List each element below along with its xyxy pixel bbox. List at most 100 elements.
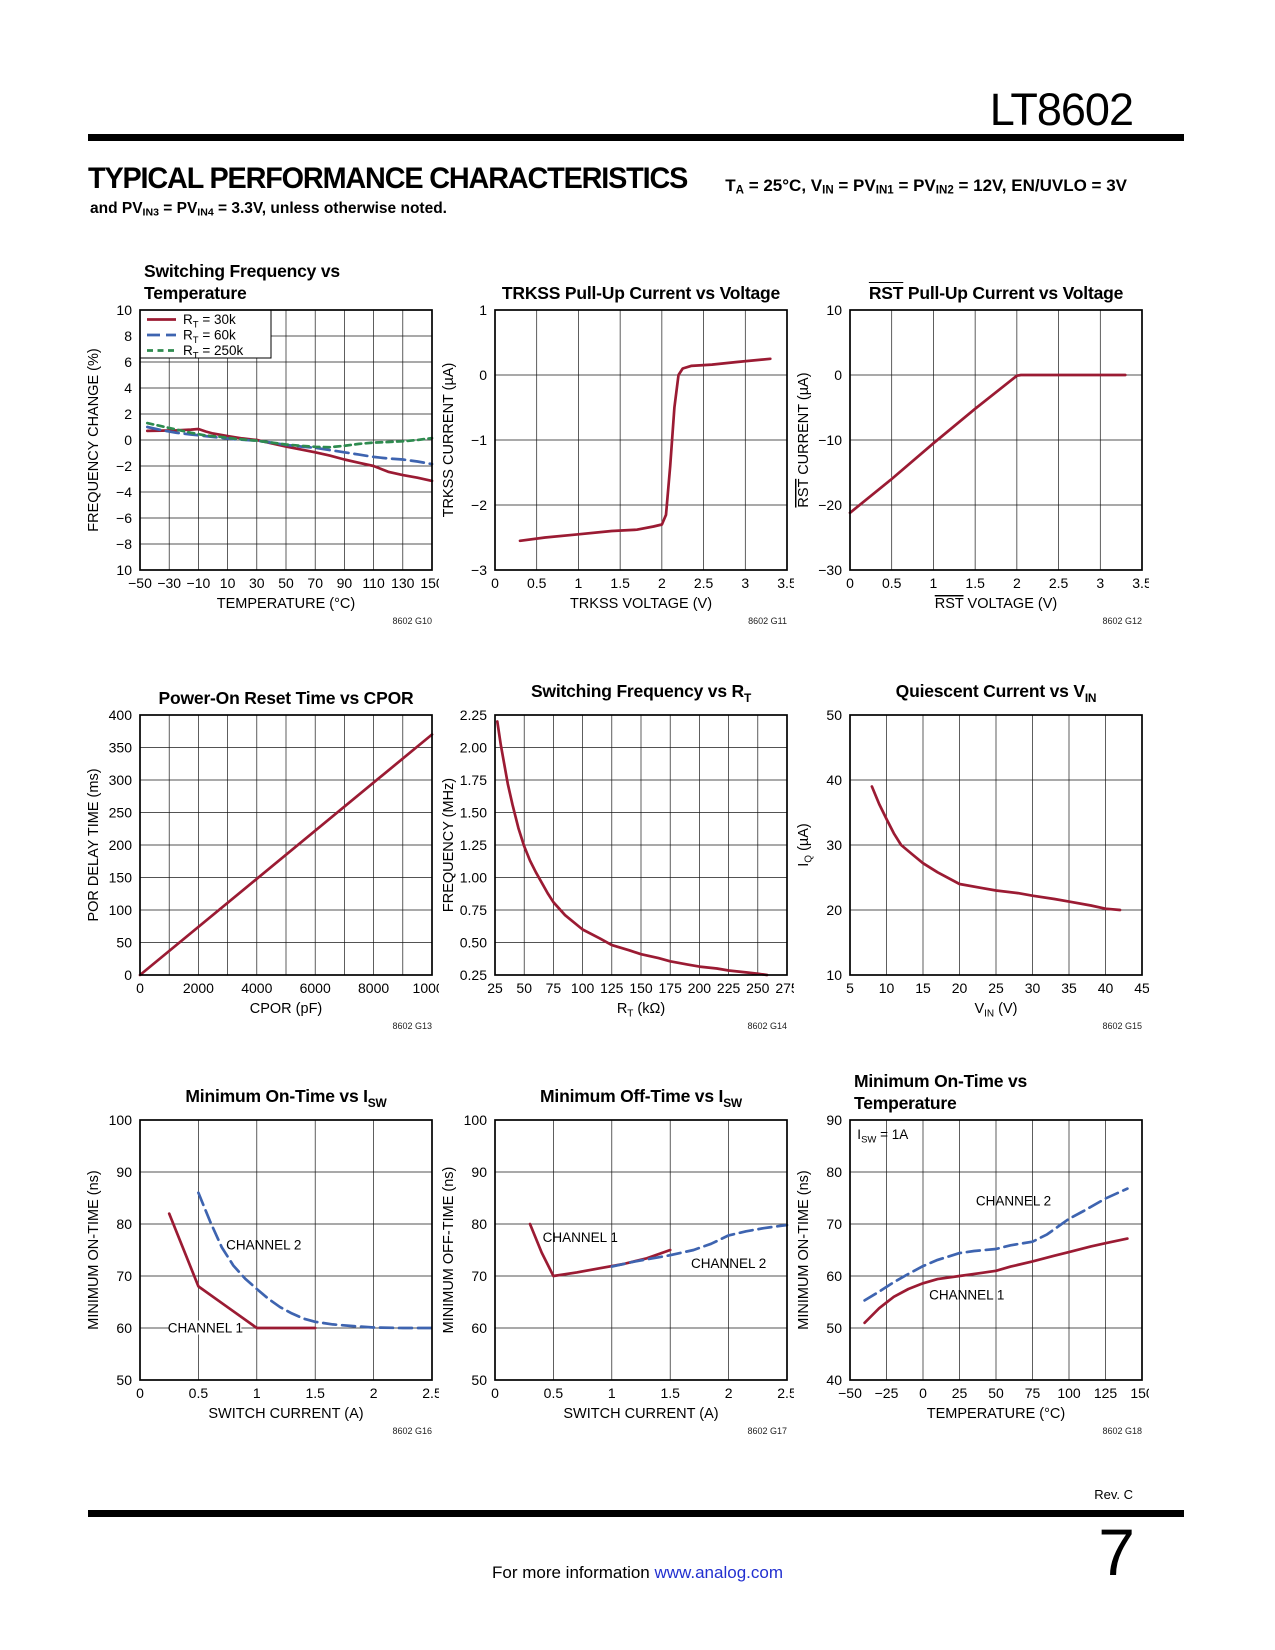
svg-text:2: 2	[658, 575, 666, 591]
svg-text:60: 60	[116, 1320, 132, 1336]
svg-text:40: 40	[826, 1372, 842, 1388]
svg-text:80: 80	[471, 1216, 487, 1232]
svg-text:RST CURRENT (µA): RST CURRENT (µA)	[796, 372, 812, 507]
svg-text:CPOR (pF): CPOR (pF)	[250, 1001, 323, 1017]
svg-text:30: 30	[826, 837, 842, 853]
svg-text:SWITCH CURRENT (A): SWITCH CURRENT (A)	[563, 1406, 718, 1422]
svg-text:2: 2	[725, 1385, 733, 1401]
svg-text:MINIMUM ON-TIME (ns): MINIMUM ON-TIME (ns)	[796, 1170, 812, 1329]
svg-text:0: 0	[834, 367, 842, 383]
svg-text:110: 110	[362, 575, 385, 591]
svg-text:TEMPERATURE (°C): TEMPERATURE (°C)	[217, 596, 355, 612]
svg-text:1.25: 1.25	[460, 837, 487, 853]
svg-text:0: 0	[124, 967, 132, 983]
svg-text:125: 125	[600, 980, 624, 996]
svg-text:4000: 4000	[241, 980, 272, 996]
svg-text:50: 50	[826, 1320, 842, 1336]
svg-text:1: 1	[575, 575, 583, 591]
svg-text:−30: −30	[157, 575, 181, 591]
svg-text:3.5: 3.5	[777, 575, 794, 591]
svg-text:8602 G17: 8602 G17	[747, 1426, 787, 1436]
svg-text:100: 100	[109, 902, 133, 918]
chart-rst-pullup-current-vs-voltage: RST Pull-Up Current vs Voltage 10 0 −10 −20−…	[794, 252, 1149, 626]
chart-canvas: CHANNEL 2 CHANNEL 1 100 90 80 70 60 500 0.5 1 1.5 2…	[86, 1114, 439, 1436]
svg-text:−2: −2	[471, 497, 487, 513]
svg-text:SWITCH CURRENT (A): SWITCH CURRENT (A)	[208, 1406, 363, 1422]
svg-text:8602 G13: 8602 G13	[392, 1021, 432, 1031]
svg-text:FREQUENCY CHANGE (%): FREQUENCY CHANGE (%)	[86, 348, 102, 531]
svg-text:1.00: 1.00	[460, 870, 487, 886]
svg-text:5: 5	[846, 980, 854, 996]
svg-text:50: 50	[516, 980, 532, 996]
svg-text:90: 90	[471, 1164, 487, 1180]
chart-canvas: CHANNEL 1 CHANNEL 2 100 90 80 70 60 500 0.5 1 1.5 2…	[441, 1114, 794, 1436]
svg-text:−50: −50	[128, 575, 152, 591]
svg-text:80: 80	[116, 1216, 132, 1232]
svg-text:40: 40	[1098, 980, 1114, 996]
svg-text:0: 0	[479, 367, 487, 383]
svg-text:−2: −2	[116, 458, 132, 474]
svg-text:50: 50	[116, 935, 132, 951]
svg-text:6: 6	[124, 354, 132, 370]
svg-text:10: 10	[879, 980, 895, 996]
svg-text:90: 90	[826, 1114, 842, 1128]
svg-text:8602 G10: 8602 G10	[392, 616, 432, 626]
part-number: LT8602	[989, 84, 1134, 135]
svg-text:3: 3	[741, 575, 749, 591]
svg-text:0.5: 0.5	[544, 1385, 564, 1401]
svg-text:50: 50	[278, 575, 294, 591]
svg-text:1: 1	[253, 1385, 261, 1401]
svg-text:2000: 2000	[183, 980, 214, 996]
svg-text:100: 100	[571, 980, 595, 996]
svg-text:8602 G11: 8602 G11	[748, 616, 787, 626]
svg-text:50: 50	[471, 1372, 487, 1388]
svg-text:40: 40	[826, 772, 842, 788]
svg-text:2: 2	[124, 406, 132, 422]
svg-text:−10: −10	[187, 575, 211, 591]
chart-minimum-off-time-vs-isw: Minimum Off-Time vs ISW CHANNEL 1 CHANNEL …	[439, 1062, 794, 1436]
svg-text:150: 150	[109, 870, 133, 886]
svg-text:400: 400	[109, 709, 133, 723]
svg-text:0.5: 0.5	[882, 575, 902, 591]
svg-text:100: 100	[109, 1114, 133, 1128]
chart-canvas: ISW = 1A CHANNEL 2 CHANNEL 1 90 80 70 60 50 40−5…	[796, 1114, 1149, 1436]
svg-text:1.5: 1.5	[660, 1385, 680, 1401]
analog-com-link[interactable]: www.analog.com	[654, 1563, 783, 1582]
svg-text:2.5: 2.5	[422, 1385, 439, 1401]
svg-text:CHANNEL 1: CHANNEL 1	[543, 1230, 618, 1245]
svg-text:2.5: 2.5	[777, 1385, 794, 1401]
svg-text:0: 0	[124, 432, 132, 448]
svg-text:100: 100	[464, 1114, 488, 1128]
svg-text:60: 60	[471, 1320, 487, 1336]
chart-title: Power-On Reset Time vs CPOR	[158, 688, 414, 708]
svg-text:8602 G12: 8602 G12	[1102, 616, 1142, 626]
svg-text:2.00: 2.00	[460, 740, 487, 756]
svg-text:0.5: 0.5	[189, 1385, 209, 1401]
svg-text:50: 50	[116, 1372, 132, 1388]
chart-title: Quiescent Current vs VIN	[895, 681, 1097, 705]
svg-text:350: 350	[109, 740, 133, 756]
svg-text:10: 10	[826, 304, 842, 318]
svg-text:35: 35	[1061, 980, 1077, 996]
svg-text:0.75: 0.75	[460, 902, 487, 918]
svg-text:25: 25	[988, 980, 1004, 996]
svg-text:150: 150	[629, 980, 653, 996]
svg-text:TRKSS CURRENT (µA): TRKSS CURRENT (µA)	[441, 363, 457, 518]
charts-grid: Switching Frequency vs Temperature RT = 30…	[84, 252, 1149, 1436]
svg-text:−50: −50	[838, 1385, 862, 1401]
svg-text:CHANNEL 2: CHANNEL 2	[976, 1194, 1051, 1209]
svg-text:90: 90	[337, 575, 353, 591]
svg-text:1.5: 1.5	[965, 575, 985, 591]
svg-text:100: 100	[1057, 1385, 1081, 1401]
svg-text:3.5: 3.5	[1132, 575, 1149, 591]
svg-text:150: 150	[420, 575, 439, 591]
chart-title: Minimum Off-Time vs ISW	[540, 1086, 742, 1110]
svg-text:0: 0	[919, 1385, 927, 1401]
svg-text:1.5: 1.5	[305, 1385, 325, 1401]
svg-text:275: 275	[775, 980, 794, 996]
chart-switching-frequency-vs-rt: Switching Frequency vs RT 2.25 2.00 1.75 1.5…	[439, 657, 794, 1031]
revision-label: Rev. C	[1094, 1487, 1133, 1502]
svg-text:15: 15	[915, 980, 931, 996]
svg-text:3: 3	[1096, 575, 1104, 591]
